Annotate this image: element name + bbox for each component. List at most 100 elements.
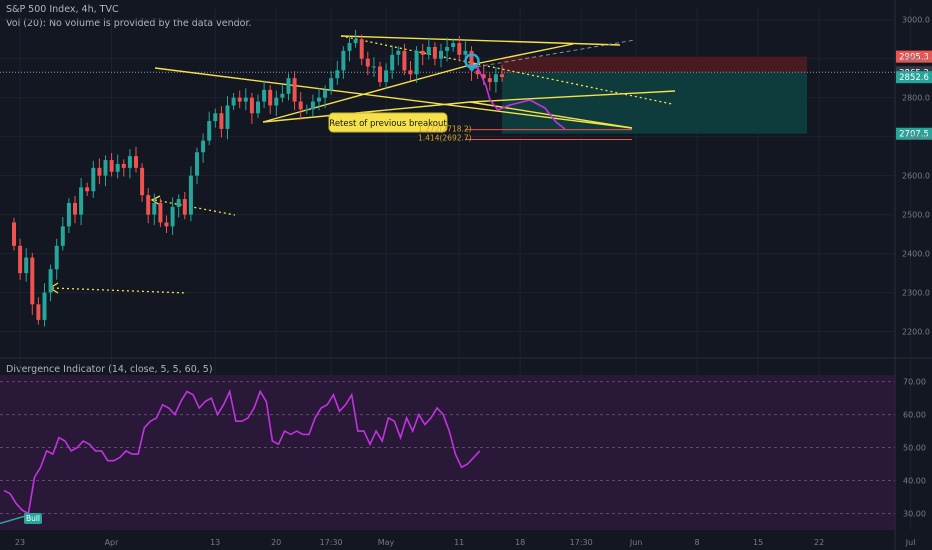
candle-body — [134, 156, 138, 168]
candle-body — [469, 50, 474, 71]
candle-body — [237, 97, 242, 102]
candle-body — [432, 46, 437, 59]
time-tick-label: 15 — [753, 538, 763, 547]
price-tick-label: 2900.0 — [902, 55, 930, 64]
candle-body — [262, 89, 267, 102]
price-tag-label: 2852.6 — [899, 73, 929, 83]
candle-body — [414, 50, 419, 75]
candle-body — [127, 156, 132, 168]
candle-body — [36, 304, 41, 320]
candle-body — [359, 39, 364, 59]
candle-body — [158, 202, 163, 223]
time-tick-label: Apr — [105, 538, 120, 547]
price-tag-label: 2905.3 — [899, 53, 929, 63]
time-tick-label: 17:30 — [570, 538, 593, 547]
callout-box — [328, 112, 448, 133]
candle-body — [317, 97, 321, 102]
time-tick-label: May — [378, 538, 395, 547]
price-tag-bg — [896, 50, 932, 63]
dotted-arrow-head — [150, 195, 161, 206]
volume-note: Vol (20): No volume is provided by the d… — [6, 18, 252, 29]
candle-body — [85, 187, 90, 192]
candle-body — [103, 160, 108, 176]
price-tag-label: 2707.5 — [899, 130, 929, 140]
candle-body — [249, 97, 254, 114]
candle-body — [48, 269, 53, 293]
time-tick-label: 13 — [210, 538, 220, 547]
bull-label-bg — [24, 513, 42, 524]
price-tag-bg — [896, 127, 932, 140]
candle-body — [390, 54, 395, 71]
candle-body — [188, 175, 193, 215]
candle-body — [73, 202, 77, 215]
candle-body — [274, 97, 279, 106]
candle-body — [219, 113, 224, 129]
callout-text: Retest of previous breakout — [329, 119, 447, 129]
location-marker-pin — [467, 65, 477, 72]
fib-label-upper: 1.272(2718.2) — [418, 125, 472, 134]
oscillator-tick-label: 40.00 — [903, 477, 926, 486]
price-tick-label: 2200.0 — [902, 328, 930, 337]
candle-body — [347, 43, 352, 51]
time-tick-label: 22 — [814, 538, 824, 547]
candle-body — [164, 222, 169, 227]
candle-body — [487, 78, 492, 83]
candle-body — [243, 97, 248, 102]
candle-body — [378, 66, 382, 83]
candle-body — [121, 163, 126, 168]
candle-body — [310, 101, 315, 110]
candle-body — [402, 50, 407, 71]
trendline — [469, 43, 574, 66]
candle-body — [341, 50, 346, 71]
candle-body — [481, 74, 486, 79]
candle-body — [256, 101, 260, 114]
candle-body — [451, 43, 456, 47]
projection-path — [470, 67, 566, 130]
candle-body — [384, 70, 389, 83]
candle-body — [493, 74, 498, 83]
candle-body — [201, 140, 206, 153]
oscillator-tick-label: 30.00 — [903, 510, 926, 519]
candle-body — [109, 160, 114, 172]
oscillator-tick-label: 50.00 — [903, 444, 926, 453]
candle-body — [426, 46, 431, 55]
candle-body — [54, 245, 59, 270]
candle-body — [298, 101, 303, 110]
candle-body — [280, 93, 285, 98]
candle-body — [18, 245, 23, 274]
trendline — [262, 64, 471, 123]
candle-body — [91, 167, 96, 192]
candle-body — [500, 74, 504, 78]
price-tick-label: 2800.0 — [902, 94, 930, 103]
candle-body — [30, 257, 35, 305]
price-tick-label: 2600.0 — [902, 172, 930, 181]
candle-body — [170, 206, 175, 227]
time-tick-label: Jul — [905, 538, 916, 547]
fib-label-lower: 1.414(2692.7) — [418, 134, 472, 143]
take-profit-zone — [502, 72, 807, 134]
trendline — [469, 90, 676, 103]
candle-body — [213, 113, 218, 122]
candle-body — [225, 105, 230, 129]
candle-body — [329, 78, 334, 90]
price-tick-label: 3000.0 — [902, 16, 930, 25]
candle-body — [439, 50, 443, 59]
price-tick-label: 2700.0 — [902, 133, 930, 142]
candle-body — [12, 222, 16, 246]
price-tag-bg — [896, 71, 932, 84]
bull-label: Bull — [26, 514, 40, 523]
dotted-arrow-line — [154, 199, 236, 216]
candle-body — [207, 121, 212, 141]
candle-body — [304, 109, 309, 111]
candle-body — [146, 195, 151, 215]
oscillator-tick-label: 60.00 — [903, 411, 926, 420]
candle-body — [396, 50, 401, 55]
candle-body — [79, 187, 84, 215]
stop-loss-zone — [502, 56, 807, 73]
candle-body — [115, 163, 120, 172]
main-chart-title: S&P 500 Index, 4h, TVC — [6, 4, 119, 15]
indicator-title: Divergence Indicator (14, close, 5, 5, 6… — [6, 364, 213, 375]
time-tick-label: 17:30 — [320, 538, 343, 547]
time-tick-label: 20 — [271, 538, 281, 547]
